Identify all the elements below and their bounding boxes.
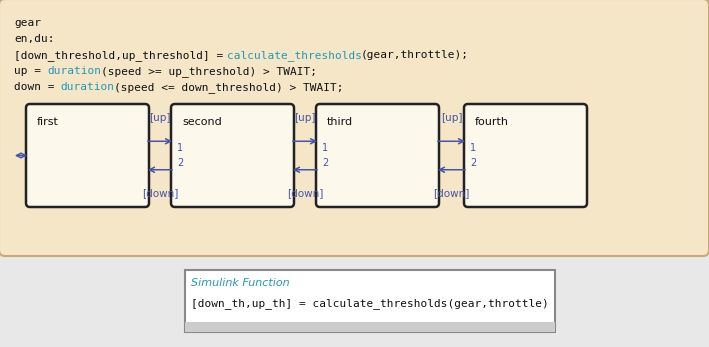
- Text: 2: 2: [322, 158, 328, 168]
- Text: (gear,throttle);: (gear,throttle);: [361, 50, 469, 60]
- Text: 1: 1: [177, 143, 183, 153]
- FancyBboxPatch shape: [185, 322, 555, 332]
- FancyBboxPatch shape: [26, 104, 149, 207]
- Text: [down]: [down]: [433, 188, 469, 198]
- Text: 2: 2: [470, 158, 476, 168]
- Text: first: first: [37, 117, 59, 127]
- Text: (speed >= up_threshold) > TWAIT;: (speed >= up_threshold) > TWAIT;: [101, 66, 317, 77]
- Text: [up]: [up]: [294, 113, 316, 123]
- Text: fourth: fourth: [475, 117, 509, 127]
- Text: duration: duration: [48, 66, 101, 76]
- Text: en,du:: en,du:: [14, 34, 55, 44]
- Text: 1: 1: [322, 143, 328, 153]
- Text: [up]: [up]: [150, 113, 171, 123]
- Text: [down]: [down]: [287, 188, 323, 198]
- Text: third: third: [327, 117, 353, 127]
- Text: calculate_thresholds: calculate_thresholds: [228, 50, 362, 61]
- FancyBboxPatch shape: [316, 104, 439, 207]
- Text: Simulink Function: Simulink Function: [191, 278, 289, 288]
- Text: 1: 1: [470, 143, 476, 153]
- Text: [up]: [up]: [441, 113, 462, 123]
- FancyBboxPatch shape: [171, 104, 294, 207]
- Text: up =: up =: [14, 66, 48, 76]
- Text: down =: down =: [14, 82, 61, 92]
- Text: [down_threshold,up_threshold] =: [down_threshold,up_threshold] =: [14, 50, 230, 61]
- Text: (speed <= down_threshold) > TWAIT;: (speed <= down_threshold) > TWAIT;: [114, 82, 343, 93]
- FancyBboxPatch shape: [0, 0, 709, 256]
- Text: gear: gear: [14, 18, 41, 28]
- FancyBboxPatch shape: [185, 270, 555, 332]
- Text: duration: duration: [61, 82, 115, 92]
- Text: 2: 2: [177, 158, 183, 168]
- FancyBboxPatch shape: [464, 104, 587, 207]
- Text: [down]: [down]: [142, 188, 178, 198]
- Text: second: second: [182, 117, 222, 127]
- Text: [down_th,up_th] = calculate_thresholds(gear,throttle): [down_th,up_th] = calculate_thresholds(g…: [191, 298, 549, 309]
